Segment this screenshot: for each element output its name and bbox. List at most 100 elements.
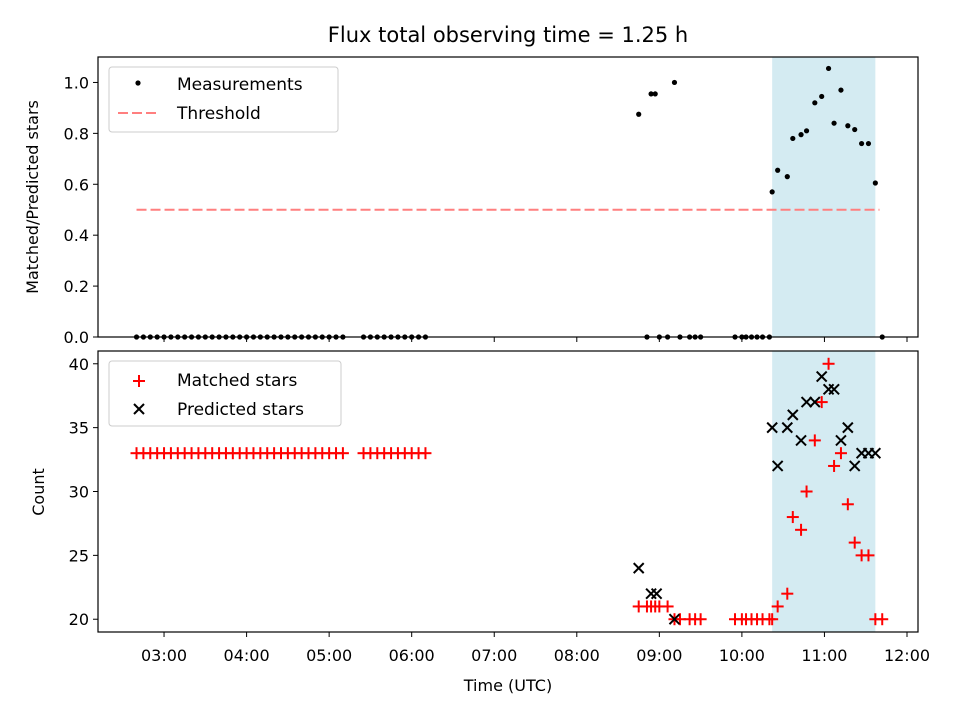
x-tick-label: 08:00 bbox=[554, 646, 600, 665]
matched-star-point bbox=[822, 357, 835, 370]
matched-star-point bbox=[834, 447, 847, 460]
top-y-ticks: 0.0 0.2 0.4 0.6 0.8 1.0 bbox=[64, 73, 98, 347]
bottom-y-tick-label: 40 bbox=[69, 355, 89, 374]
predicted-star-point bbox=[632, 562, 645, 574]
bottom-y-tick-label: 25 bbox=[69, 546, 89, 565]
matched-star-point bbox=[800, 485, 813, 498]
bottom-y-tick-label: 35 bbox=[69, 419, 89, 438]
measurement-point bbox=[769, 189, 775, 195]
top-panel: 0.0 0.2 0.4 0.6 0.8 1.0 Matched/Predicted sta… bbox=[23, 56, 919, 347]
top-plot-frame bbox=[97, 56, 919, 338]
legend-threshold-label: Threshold bbox=[176, 104, 261, 124]
bottom-y-tick-label: 30 bbox=[69, 483, 89, 502]
matched-star-point bbox=[781, 587, 794, 600]
bottom-shaded-span bbox=[772, 351, 876, 632]
measurement-point bbox=[648, 91, 654, 97]
x-tick-label: 09:00 bbox=[636, 646, 682, 665]
predicted-stars-points bbox=[632, 370, 882, 625]
top-y-tick-label: 0.4 bbox=[64, 226, 89, 245]
predicted-star-point bbox=[668, 613, 681, 625]
top-y-tick-label: 0.8 bbox=[64, 124, 89, 143]
matched-star-point bbox=[876, 613, 889, 626]
measurement-point bbox=[845, 123, 851, 129]
matched-star-point bbox=[808, 434, 821, 447]
top-y-tick-label: 0.0 bbox=[64, 328, 89, 347]
predicted-star-point bbox=[842, 421, 854, 434]
measurement-point bbox=[838, 87, 844, 93]
x-tick-label: 04:00 bbox=[224, 646, 270, 665]
measurement-point bbox=[865, 140, 872, 147]
top-legend-box bbox=[108, 66, 339, 133]
bottom-y-ticks: 20 25 30 35 40 bbox=[69, 355, 98, 629]
predicted-star-point bbox=[828, 383, 840, 396]
predicted-star-point bbox=[815, 370, 828, 383]
legend-predicted-label: Predicted stars bbox=[177, 400, 304, 420]
x-tick-label: 06:00 bbox=[389, 646, 435, 665]
measurement-point bbox=[798, 132, 804, 138]
matched-star-point bbox=[841, 498, 854, 511]
bottom-x-ticks: 03:00 04:00 05:00 06:00 07:00 08:00 09:00 10:00… bbox=[141, 632, 930, 665]
measurement-point bbox=[790, 135, 796, 142]
matched-star-point bbox=[766, 613, 779, 626]
bottom-y-tick-label: 20 bbox=[69, 610, 89, 629]
bottom-legend: Matched stars Predicted stars bbox=[108, 360, 342, 427]
x-tick-label: 12:00 bbox=[884, 646, 930, 665]
matched-star-point bbox=[336, 447, 349, 460]
x-tick-label: 11:00 bbox=[801, 646, 847, 665]
legend-measurements-label: Measurements bbox=[177, 75, 303, 95]
measurement-point bbox=[775, 167, 781, 173]
measurement-points bbox=[133, 65, 885, 340]
measurement-point bbox=[803, 128, 810, 134]
measurement-point bbox=[872, 180, 878, 186]
predicted-star-point bbox=[849, 460, 861, 472]
measurement-point bbox=[784, 174, 790, 180]
matched-star-point bbox=[771, 600, 784, 613]
matched-stars-points bbox=[130, 357, 889, 626]
matched-star-point bbox=[862, 549, 875, 562]
measurement-point bbox=[858, 140, 865, 147]
top-y-axis-label: Matched/Predicted stars bbox=[23, 100, 42, 294]
x-tick-label: 03:00 bbox=[141, 646, 187, 665]
top-y-tick-label: 0.2 bbox=[64, 277, 89, 296]
bottom-panel: 20 25 30 35 40 03:00 04:00 05:00 06:00 07:00 08:0… bbox=[29, 350, 930, 695]
measurement-point bbox=[819, 93, 825, 100]
measurement-point bbox=[831, 120, 837, 126]
bottom-plot-frame bbox=[97, 350, 919, 633]
x-tick-label: 07:00 bbox=[471, 646, 517, 665]
predicted-star-point bbox=[766, 421, 778, 434]
predicted-star-point bbox=[787, 409, 799, 421]
matched-star-point bbox=[828, 459, 841, 472]
x-tick-label: 10:00 bbox=[719, 646, 765, 665]
top-shaded-span bbox=[772, 57, 876, 337]
matched-star-point bbox=[694, 613, 707, 626]
matched-star-point bbox=[795, 523, 808, 536]
bottom-legend-box bbox=[108, 360, 342, 427]
legend-measurements-marker bbox=[135, 80, 141, 86]
legend-matched-marker bbox=[133, 375, 145, 387]
predicted-star-point bbox=[835, 434, 847, 447]
chart-title: Flux total observing time = 1.25 h bbox=[328, 23, 688, 47]
predicted-star-point bbox=[781, 421, 794, 434]
legend-matched-label: Matched stars bbox=[177, 371, 297, 391]
bottom-y-axis-label: Count bbox=[29, 468, 48, 516]
matched-star-point bbox=[661, 600, 674, 613]
predicted-star-point bbox=[650, 587, 663, 600]
legend-predicted-marker bbox=[133, 403, 145, 415]
matched-star-point bbox=[786, 511, 799, 524]
measurement-point bbox=[652, 91, 658, 97]
predicted-star-point bbox=[869, 447, 882, 459]
predicted-star-point bbox=[800, 396, 813, 408]
predicted-star-point bbox=[795, 434, 807, 447]
top-y-tick-label: 1.0 bbox=[64, 73, 89, 92]
predicted-star-point bbox=[771, 460, 784, 472]
x-tick-label: 05:00 bbox=[306, 646, 352, 665]
measurement-point bbox=[852, 126, 858, 133]
predicted-star-point bbox=[645, 587, 657, 600]
matched-star-point bbox=[419, 447, 432, 460]
matched-star-point bbox=[815, 396, 828, 409]
predicted-star-point bbox=[809, 396, 821, 408]
measurement-point bbox=[671, 79, 678, 86]
measurement-point bbox=[825, 65, 832, 72]
measurement-point bbox=[812, 100, 818, 106]
